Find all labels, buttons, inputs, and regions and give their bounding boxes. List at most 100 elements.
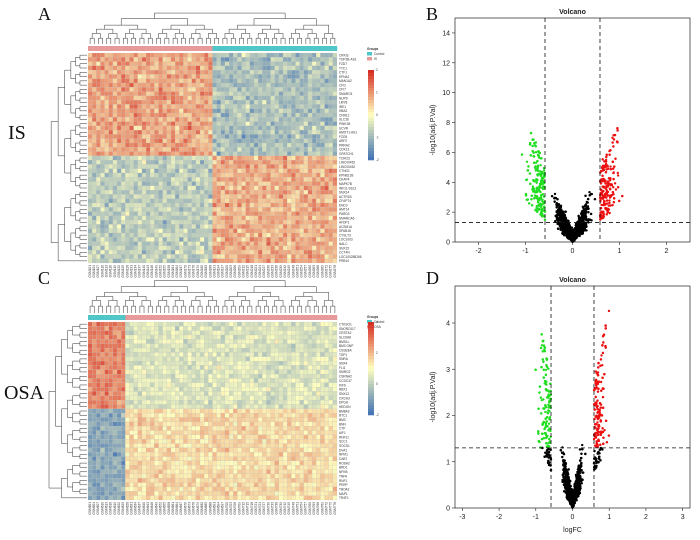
heatmap-cell (220, 121, 226, 126)
heatmap-cell (121, 334, 126, 340)
heatmap-cell (104, 245, 109, 251)
heatmap-cell (179, 117, 184, 122)
heatmap-cell (191, 52, 196, 58)
heatmap-cell (253, 164, 259, 169)
heatmap-cell (299, 78, 304, 84)
heatmap-cell (195, 365, 201, 370)
heatmap-cell (121, 439, 126, 444)
heatmap-cell (146, 117, 151, 122)
heatmap-cell (212, 224, 217, 229)
heatmap-cell (150, 108, 155, 114)
heatmap-cell (233, 117, 238, 122)
heatmap-cell (266, 130, 271, 135)
heatmap-cell (162, 326, 167, 331)
heatmap-cell (307, 134, 313, 139)
heatmap-cell (241, 378, 246, 383)
annotation-cell (88, 46, 93, 51)
heatmap-cell (199, 177, 205, 182)
heatmap-cell (112, 52, 118, 58)
heatmap-cell (121, 164, 126, 169)
heatmap-cell (262, 70, 267, 75)
heatmap-cell (179, 211, 184, 216)
heatmap-cell (224, 400, 230, 405)
heatmap-cell (316, 57, 321, 62)
heatmap-cell (216, 215, 221, 221)
heatmap-cell (208, 52, 213, 58)
heatmap-cell (129, 245, 134, 251)
heatmap-cell (195, 417, 201, 422)
heatmap-cell (96, 117, 101, 122)
heatmap-cell (241, 430, 246, 435)
dendrogram-branch (79, 140, 87, 146)
heatmap-cell (183, 82, 188, 88)
heatmap-cell (166, 87, 172, 92)
heatmap-cell (204, 95, 209, 101)
heatmap-cell (245, 408, 250, 414)
heatmap-cell (175, 228, 180, 234)
sample-label: GSM164 (175, 265, 179, 278)
heatmap-cell (278, 61, 284, 66)
heatmap-cell (307, 374, 313, 379)
heatmap-cell (249, 130, 255, 135)
heatmap-cell (299, 95, 304, 101)
heatmap-cell (166, 91, 172, 96)
heatmap-cell (125, 254, 130, 259)
heatmap-cell (295, 245, 300, 251)
heatmap-cell (324, 52, 329, 58)
heatmap-cell (179, 330, 184, 336)
heatmap-cell (96, 70, 101, 75)
heatmap-cell (158, 439, 163, 444)
heatmap-cell (125, 108, 130, 114)
heatmap-cell (162, 334, 167, 340)
heatmap-cell (87, 347, 93, 353)
heatmap-cell (187, 202, 192, 208)
heatmap-cell (270, 400, 275, 405)
heatmap-cell (266, 391, 271, 396)
heatmap-cell (125, 61, 130, 66)
heatmap-cell (141, 190, 147, 195)
heatmap-cell (274, 245, 279, 251)
heatmap-cell (199, 104, 205, 109)
heatmap-cell (96, 125, 101, 131)
heatmap-cell (133, 339, 138, 344)
heatmap-cell (129, 321, 134, 327)
heatmap-cell (92, 232, 97, 238)
heatmap-cell (312, 142, 317, 148)
heatmap-cell (158, 369, 163, 375)
heatmap-cell (233, 74, 238, 79)
heatmap-cell (241, 404, 246, 409)
heatmap-cell (96, 374, 101, 379)
heatmap-cell (266, 258, 271, 264)
heatmap-cell (320, 356, 325, 362)
heatmap-cell (204, 228, 209, 234)
heatmap-cell (162, 151, 167, 156)
heatmap-cell (170, 134, 176, 139)
heatmap-cell (125, 57, 130, 62)
heatmap-cell (96, 177, 101, 182)
annotation-cell (187, 46, 192, 51)
heatmap-cell (87, 65, 93, 71)
heatmap-cell (258, 228, 263, 234)
heatmap-cell (316, 130, 321, 135)
heatmap-cell (146, 61, 151, 66)
gene-label: SPAB18 (339, 229, 351, 233)
heatmap-cell (316, 434, 321, 440)
heatmap-cell (229, 215, 234, 221)
heatmap-cell (287, 220, 292, 225)
heatmap-cell (170, 70, 176, 75)
heatmap-cell (212, 155, 217, 161)
heatmap-cell (262, 117, 267, 122)
heatmap-cell (249, 61, 255, 66)
heatmap-cell (208, 374, 213, 379)
heatmap-cell (208, 245, 213, 251)
heatmap-cell (150, 360, 155, 366)
heatmap-cell (195, 121, 201, 126)
color-scale-step (368, 97, 374, 101)
color-scale-tick: 2 (376, 68, 378, 72)
heatmap-cell (316, 408, 321, 414)
heatmap-cell (253, 142, 259, 148)
heatmap-cell (158, 417, 163, 422)
heatmap-cell (96, 57, 101, 62)
heatmap-cell (237, 382, 242, 388)
annotation-cell (104, 46, 109, 51)
